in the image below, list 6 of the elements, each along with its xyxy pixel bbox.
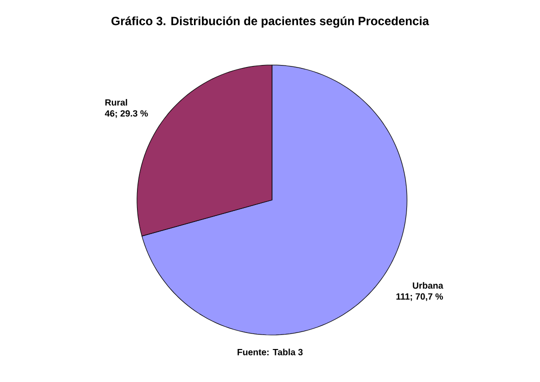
data-label: 46; 29.3 % [104, 110, 148, 118]
data-label: 111; 70,7 % [396, 293, 443, 301]
slice-label: Rural [105, 99, 128, 106]
source-note: Fuente: Tabla 3 [238, 348, 303, 356]
chart-title: Gráfico 3. Distribución de pacientes según Procedencia [111, 16, 430, 28]
slice-label: Urbana [412, 282, 444, 289]
